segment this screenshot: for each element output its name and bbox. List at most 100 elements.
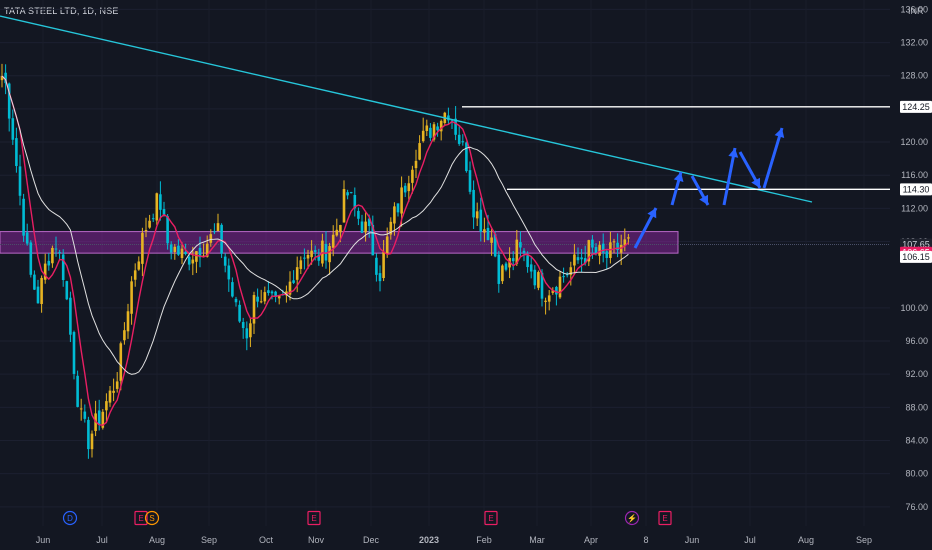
candle-body — [335, 229, 339, 236]
candle-body — [43, 263, 47, 280]
candle-body — [231, 282, 234, 297]
candle-body — [76, 375, 79, 407]
chart-title: TATA STEEL LTD, 1D, NSE — [4, 6, 119, 16]
price-tick-label: 100.00 — [900, 303, 928, 313]
candle-body — [447, 115, 450, 121]
candle-body — [87, 419, 90, 450]
candle-body — [18, 166, 22, 196]
candle-body — [432, 124, 436, 140]
candle-body — [169, 244, 173, 253]
price-tick-label: 76.00 — [905, 502, 928, 512]
candle-body — [465, 142, 468, 172]
event-marker-label: S — [149, 514, 154, 523]
candle-body — [591, 239, 594, 248]
candle-body — [493, 234, 497, 257]
candle-body — [353, 194, 357, 209]
candle-body — [97, 410, 101, 426]
candle-body — [90, 433, 94, 450]
event-marker-label: E — [311, 514, 316, 523]
candle-body — [547, 295, 551, 302]
candle-body — [396, 203, 400, 213]
candle-body — [36, 286, 40, 304]
candle-body — [526, 255, 529, 268]
candle-body — [331, 234, 335, 248]
candle-body — [403, 185, 407, 193]
candle-body — [519, 242, 522, 248]
candle-body — [436, 126, 439, 131]
candle-body — [83, 411, 87, 419]
candle-body — [195, 251, 198, 262]
candle-body — [198, 247, 202, 258]
candle-body — [155, 193, 159, 221]
candle-body — [400, 187, 403, 214]
price-tick-label: 88.00 — [905, 402, 928, 412]
event-marker-ring — [62, 510, 78, 526]
candle-body — [511, 258, 515, 262]
candle-body — [202, 255, 205, 257]
price-tick-label: 80.00 — [905, 469, 928, 479]
event-marker-earnings: E — [658, 510, 672, 526]
price-tag-label: 106.15 — [902, 252, 930, 262]
candle-body — [364, 221, 367, 233]
candle-body — [79, 408, 83, 410]
candle-body — [220, 224, 223, 254]
candle-body — [256, 296, 259, 302]
candle-body — [234, 298, 238, 303]
candle-body — [537, 272, 540, 288]
candles — [0, 63, 630, 459]
price-tick-label: 92.00 — [905, 369, 928, 379]
candle-body — [565, 274, 569, 276]
candle-body — [267, 290, 270, 293]
candle-body — [306, 254, 310, 259]
candle-body — [216, 223, 220, 231]
event-marker-box — [658, 510, 672, 526]
time-axis-label: Sep — [856, 535, 872, 545]
candle-body — [177, 245, 180, 255]
candle-body — [623, 239, 627, 246]
candle-body — [382, 251, 385, 279]
time-axis-label: Nov — [308, 535, 325, 545]
candle-body — [393, 206, 396, 224]
candle-body — [367, 218, 371, 227]
candle-body — [468, 170, 472, 192]
candle-body — [540, 272, 544, 299]
candle-body — [583, 258, 587, 264]
candle-body — [47, 260, 51, 266]
arrow-shaft — [762, 127, 784, 189]
candle-body — [151, 218, 155, 220]
candle-body — [133, 270, 137, 280]
event-marker-box — [134, 510, 148, 526]
candle-body — [461, 141, 465, 143]
event-marker-box — [307, 510, 321, 526]
arrow-head — [673, 172, 684, 182]
time-axis-label: Apr — [584, 535, 598, 545]
candle-body — [263, 292, 267, 302]
arrow-head — [647, 208, 657, 219]
candle-body — [342, 189, 346, 223]
candle-body — [454, 118, 457, 135]
candle-body — [551, 290, 555, 293]
candle-body — [274, 291, 277, 297]
event-marker-label: ⚡ — [627, 513, 637, 523]
candle-body — [555, 286, 558, 295]
candle-body — [601, 243, 605, 253]
candle-body — [238, 304, 241, 322]
candle-body — [277, 295, 281, 299]
event-marker-ring — [624, 510, 640, 526]
candle-body — [328, 246, 331, 263]
candle-body — [389, 221, 393, 235]
candle-body — [209, 234, 213, 243]
candle-body — [425, 125, 429, 131]
candle-body — [173, 246, 177, 253]
time-axis-label: 2023 — [419, 535, 439, 545]
candle-body — [479, 209, 483, 232]
candle-body — [324, 243, 328, 261]
candle-body — [223, 256, 227, 266]
event-marker-label: E — [488, 514, 493, 523]
candle-body — [418, 143, 421, 160]
candle-body — [15, 138, 18, 167]
arrow-head — [774, 128, 785, 139]
time-axis-label: Sep — [201, 535, 217, 545]
candle-body — [457, 134, 461, 144]
